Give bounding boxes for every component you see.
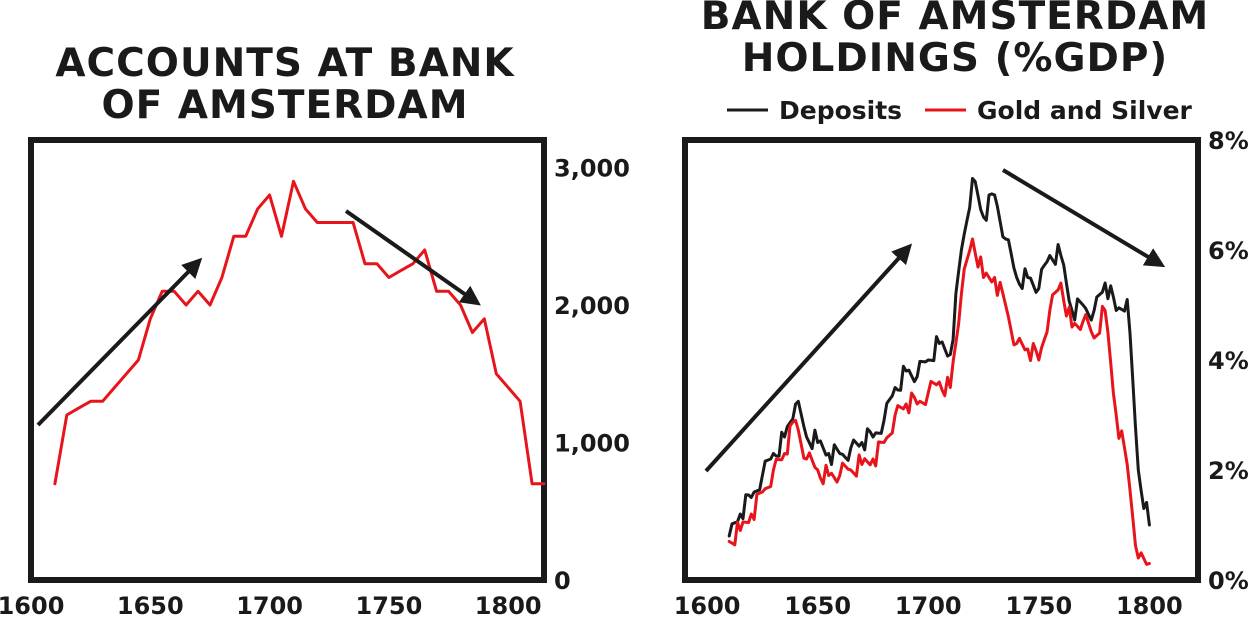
left-series-line-accounts bbox=[53, 179, 546, 486]
left-x-tick-label: 1600 bbox=[0, 592, 64, 617]
left-y-tick-label: 2,000 bbox=[554, 292, 630, 320]
left-x-tick-label: 1700 bbox=[236, 592, 303, 617]
right-x-tick-label: 1600 bbox=[674, 592, 741, 617]
right-up-arrow bbox=[704, 243, 913, 473]
legend-label-gold-silver: Gold and Silver bbox=[977, 96, 1193, 125]
left-x-tick-label: 1650 bbox=[117, 592, 184, 617]
left-up-arrow bbox=[36, 257, 203, 427]
legend-label-deposits: Deposits bbox=[779, 96, 902, 125]
right-y-tick-label: 4% bbox=[1208, 347, 1249, 375]
right-x-tick-label: 1750 bbox=[1005, 592, 1072, 617]
left-x-tick-label: 1750 bbox=[356, 592, 423, 617]
right-y-tick-label: 8% bbox=[1208, 127, 1249, 155]
left-y-tick-label: 1,000 bbox=[554, 430, 630, 458]
left-chart-title: ACCOUNTS AT BANK OF AMSTERDAM bbox=[55, 41, 515, 128]
right-plot-frame bbox=[682, 137, 1201, 583]
right-down-arrow bbox=[1001, 168, 1166, 268]
left-y-tick-label: 0 bbox=[554, 567, 571, 595]
left-x-tick-label: 1800 bbox=[475, 592, 542, 617]
right-x-tick-label: 1650 bbox=[784, 592, 851, 617]
legend: Deposits Gold and Silver bbox=[727, 96, 1193, 125]
right-series-line-gold-and-silver bbox=[727, 237, 1151, 566]
left-down-arrow bbox=[344, 209, 481, 306]
left-plot-frame bbox=[28, 137, 547, 583]
right-y-tick-label: 2% bbox=[1208, 457, 1249, 485]
right-y-tick-label: 6% bbox=[1208, 237, 1249, 265]
right-x-tick-label: 1800 bbox=[1116, 592, 1183, 617]
right-chart-title: BANK OF AMSTERDAM HOLDINGS (%GDP) bbox=[700, 0, 1210, 81]
left-y-tick-label: 3,000 bbox=[554, 155, 630, 183]
right-series-line-deposits bbox=[727, 177, 1151, 538]
right-y-tick-label: 0% bbox=[1208, 567, 1249, 595]
right-x-tick-label: 1700 bbox=[895, 592, 962, 617]
